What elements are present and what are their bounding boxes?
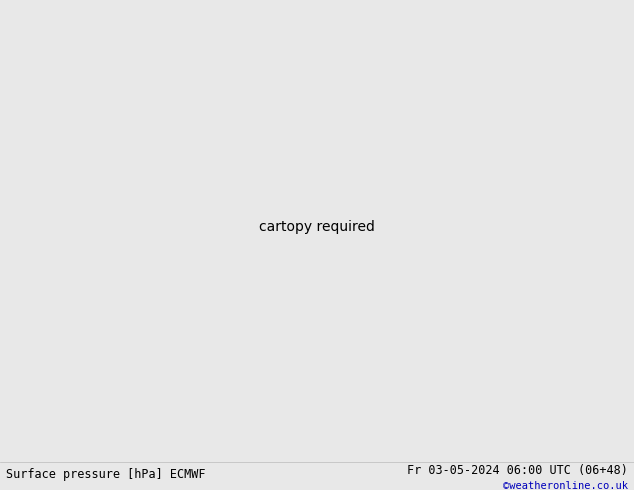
Text: cartopy required: cartopy required [259, 220, 375, 234]
Text: Surface pressure [hPa] ECMWF: Surface pressure [hPa] ECMWF [6, 468, 206, 481]
Text: Fr 03-05-2024 06:00 UTC (06+48): Fr 03-05-2024 06:00 UTC (06+48) [407, 464, 628, 477]
Text: ©weatheronline.co.uk: ©weatheronline.co.uk [503, 481, 628, 490]
